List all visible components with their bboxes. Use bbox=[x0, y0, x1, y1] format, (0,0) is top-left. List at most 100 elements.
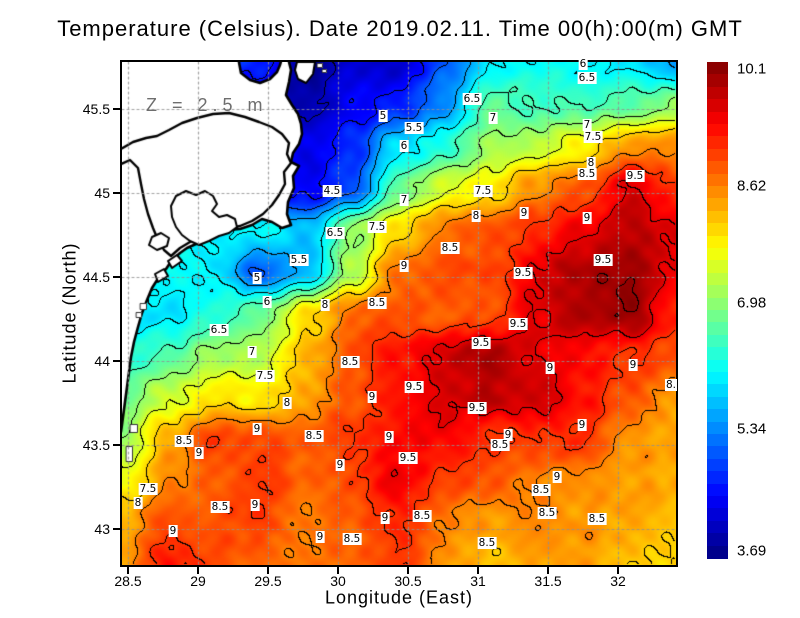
y-axis-tick bbox=[113, 444, 120, 447]
colorbar-step bbox=[707, 434, 728, 447]
colorbar-step bbox=[707, 409, 728, 423]
colorbar-step bbox=[707, 471, 728, 485]
contour-label: 9 bbox=[168, 525, 178, 537]
contour-label: 8.5 bbox=[531, 484, 551, 496]
x-axis-tick bbox=[337, 567, 340, 574]
y-axis-tick bbox=[113, 276, 120, 279]
colorbar-label: 8.62 bbox=[737, 177, 767, 195]
colorbar-step bbox=[707, 334, 728, 348]
contour-label: 9 bbox=[545, 362, 555, 374]
contour-label: 9.5 bbox=[625, 170, 645, 182]
colorbar-label: 3.69 bbox=[737, 542, 767, 560]
contour-label: 9 bbox=[628, 359, 638, 371]
contour-label: 9 bbox=[315, 531, 325, 543]
contour-label: 8.5 bbox=[342, 533, 362, 545]
y-axis-tick bbox=[113, 528, 120, 531]
contour-label: 8. bbox=[664, 379, 678, 391]
contour-label: 9 bbox=[252, 423, 262, 435]
contour-label: 8 bbox=[586, 157, 596, 169]
contour-label: 8.5 bbox=[577, 168, 597, 180]
colorbar-step bbox=[707, 384, 728, 398]
contour-label: 6.5 bbox=[209, 324, 229, 336]
contour-label: 7 bbox=[488, 112, 498, 124]
contour-label: 9.5 bbox=[398, 452, 418, 464]
colorbar-label: 5.34 bbox=[737, 420, 767, 438]
contour-label: 7.5 bbox=[473, 185, 493, 197]
y-axis-tick-label: 45 bbox=[94, 185, 110, 202]
contour-label: 8 bbox=[471, 210, 481, 222]
colorbar bbox=[707, 62, 728, 559]
colorbar-step bbox=[707, 161, 728, 175]
colorbar-step bbox=[707, 235, 728, 249]
contour-label: 5 bbox=[378, 110, 388, 122]
colorbar-step bbox=[707, 297, 728, 311]
contour-label: 8.5 bbox=[587, 513, 607, 525]
y-axis-tick-label: 44.5 bbox=[82, 269, 110, 286]
contour-label: 7 bbox=[399, 194, 409, 206]
y-axis-tick-label: 43 bbox=[94, 521, 110, 538]
y-axis-title: Latitude (North) bbox=[59, 242, 80, 384]
colorbar-step bbox=[707, 186, 728, 199]
contour-label: 8 bbox=[133, 497, 143, 509]
y-axis-tick bbox=[113, 192, 120, 195]
colorbar-step bbox=[707, 533, 728, 547]
contour-label: 6.5 bbox=[325, 227, 345, 239]
colorbar-step bbox=[707, 223, 728, 237]
x-axis-tick bbox=[547, 567, 550, 574]
contour-label: 9 bbox=[582, 212, 592, 224]
contour-label: 6.5 bbox=[577, 72, 597, 84]
contour-label: 5.5 bbox=[289, 254, 309, 266]
contour-label: 5 bbox=[252, 272, 262, 284]
contour-label: 9 bbox=[384, 431, 394, 443]
contour-label: 8.5 bbox=[304, 430, 324, 442]
contour-map-canvas bbox=[122, 62, 676, 565]
contour-label: 8.5 bbox=[210, 501, 230, 513]
x-axis-tick-label: 29 bbox=[190, 573, 206, 589]
colorbar-step bbox=[707, 136, 728, 150]
contour-label: 8.5 bbox=[340, 356, 360, 368]
x-axis-tick bbox=[407, 567, 410, 574]
colorbar-step bbox=[707, 111, 728, 125]
contour-label: 7 bbox=[582, 119, 592, 131]
contour-label: 9 bbox=[503, 429, 513, 441]
contour-label: 9 bbox=[367, 391, 377, 403]
colorbar-step bbox=[707, 198, 728, 212]
contour-label: 9 bbox=[519, 207, 529, 219]
contour-label: 9 bbox=[399, 260, 409, 272]
x-axis-tick bbox=[127, 567, 130, 574]
colorbar-step bbox=[707, 372, 728, 385]
contour-label: 9.5 bbox=[593, 254, 613, 266]
contour-label: 8.5 bbox=[367, 297, 387, 309]
contour-label: 9 bbox=[194, 447, 204, 459]
contour-label: 7.5 bbox=[138, 483, 158, 495]
contour-label: 8.5 bbox=[490, 439, 510, 451]
contour-label: 9 bbox=[577, 419, 587, 431]
contour-label: 8.5 bbox=[174, 435, 194, 447]
contour-label: 9.5 bbox=[508, 318, 528, 330]
depth-annotation: Z = 2.5 m bbox=[146, 95, 268, 115]
colorbar-step bbox=[707, 483, 728, 497]
colorbar-step bbox=[707, 173, 728, 187]
contour-label: 7.5 bbox=[255, 370, 275, 382]
colorbar-step bbox=[707, 545, 728, 559]
contour-label: 8.5 bbox=[537, 507, 557, 519]
contour-label: 9.5 bbox=[467, 402, 487, 414]
contour-label: 8.5 bbox=[412, 510, 432, 522]
contour-label: 8.5 bbox=[477, 537, 497, 549]
x-axis-tick bbox=[477, 567, 480, 574]
x-axis-tick bbox=[617, 567, 620, 574]
colorbar-step bbox=[707, 260, 728, 274]
colorbar-step bbox=[707, 310, 728, 323]
contour-label: 9 bbox=[380, 512, 390, 524]
contour-label: 4.5 bbox=[322, 185, 342, 197]
contour-label: 9 bbox=[335, 459, 345, 471]
colorbar-step bbox=[707, 74, 728, 88]
contour-label: 6 bbox=[399, 140, 409, 152]
y-axis-tick-label: 44 bbox=[94, 353, 110, 370]
contour-label: 9 bbox=[552, 471, 562, 483]
x-axis-tick-label: 30 bbox=[330, 573, 346, 589]
colorbar-step bbox=[707, 446, 728, 460]
contour-label: 6 bbox=[578, 58, 588, 70]
contour-label: 9.5 bbox=[513, 267, 533, 279]
